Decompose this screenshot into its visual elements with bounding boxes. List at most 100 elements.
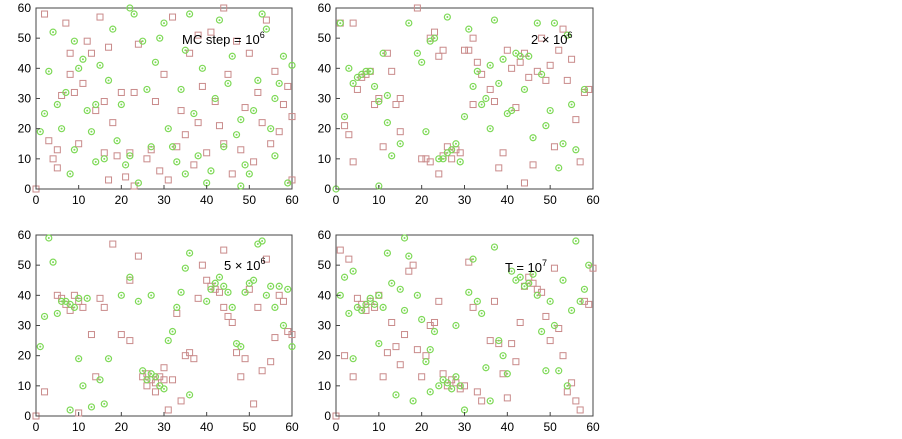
point-circle xyxy=(232,131,241,139)
point-square xyxy=(75,140,83,148)
point-circle xyxy=(478,309,486,318)
point-circle-center xyxy=(463,115,466,118)
point-circle-center xyxy=(442,378,445,381)
point-circle-center xyxy=(273,97,276,100)
point-circle xyxy=(426,346,434,354)
point-square xyxy=(203,149,211,157)
point-circle-center xyxy=(484,97,487,100)
point-square xyxy=(550,264,558,272)
point-square xyxy=(105,43,113,51)
point-circle xyxy=(57,125,66,133)
point-circle-center xyxy=(377,342,380,345)
point-circle-center xyxy=(553,22,556,25)
point-square xyxy=(143,155,151,163)
point-circle xyxy=(349,79,357,88)
point-circle-center xyxy=(437,157,440,160)
point-circle-center xyxy=(167,339,170,342)
point-square xyxy=(435,297,443,305)
point-circle xyxy=(418,58,426,66)
y-tick-label: 10 xyxy=(318,152,332,166)
point-square xyxy=(413,4,421,12)
point-square xyxy=(228,170,236,178)
point-circle-center xyxy=(56,312,59,315)
point-square xyxy=(503,46,511,54)
point-square xyxy=(190,355,198,363)
point-circle xyxy=(383,249,391,257)
y-tick-label: 0 xyxy=(24,409,31,423)
point-circle xyxy=(413,291,421,299)
point-square xyxy=(160,364,168,372)
point-circle-center xyxy=(467,28,470,31)
y-tick-label: 30 xyxy=(318,319,332,333)
point-circle-center xyxy=(107,79,110,82)
point-circle-center xyxy=(364,70,367,73)
point-circle xyxy=(473,67,481,75)
x-tick-label: 0 xyxy=(333,420,340,434)
point-circle-center xyxy=(412,399,415,402)
point-circle xyxy=(379,303,387,311)
point-circle xyxy=(92,158,100,166)
point-circle xyxy=(452,321,460,330)
point-circle xyxy=(418,315,426,324)
point-circle xyxy=(92,100,100,109)
point-circle xyxy=(422,128,430,136)
point-circle-center xyxy=(566,34,569,37)
point-circle-center xyxy=(472,258,475,261)
point-circle-center xyxy=(459,384,462,387)
point-square xyxy=(237,373,245,381)
point-circle-center xyxy=(360,73,363,76)
point-square xyxy=(169,13,177,21)
point-circle-center xyxy=(510,109,513,112)
point-circle xyxy=(567,306,576,315)
point-circle-center xyxy=(47,70,50,73)
point-circle xyxy=(546,297,554,305)
point-circle xyxy=(388,152,396,160)
point-circle xyxy=(164,336,172,345)
point-circle xyxy=(279,52,288,60)
point-circle-center xyxy=(377,100,380,103)
point-square xyxy=(401,331,409,339)
point-circle xyxy=(258,237,266,245)
point-square xyxy=(486,85,494,93)
point-circle xyxy=(147,291,155,299)
point-circle xyxy=(288,61,296,69)
point-circle xyxy=(126,152,134,160)
point-circle xyxy=(482,94,490,103)
point-circle-center xyxy=(192,112,195,115)
point-square xyxy=(383,49,391,57)
point-circle xyxy=(168,327,177,336)
point-square xyxy=(469,303,477,311)
y-tick-label: 50 xyxy=(18,258,32,272)
scatter-panel-top-right: 0 10 20 30 40 50 60 0 10 20 30 40 50 60 2 × 106 xyxy=(318,1,600,207)
point-circle xyxy=(220,282,228,290)
point-square xyxy=(456,149,464,157)
point-square xyxy=(45,137,53,145)
point-circle xyxy=(198,64,206,72)
point-circle-center xyxy=(218,19,221,22)
point-circle xyxy=(203,297,211,305)
point-circle-center xyxy=(446,16,449,19)
point-circle xyxy=(495,79,503,88)
point-circle-center xyxy=(111,28,114,31)
point-circle xyxy=(151,373,160,381)
point-circle xyxy=(486,125,494,133)
point-circle-center xyxy=(73,306,76,309)
point-circle xyxy=(375,291,383,299)
point-circle xyxy=(126,4,134,12)
point-square xyxy=(177,107,185,115)
point-circle-center xyxy=(532,273,535,276)
point-square xyxy=(267,358,275,366)
point-circle xyxy=(245,170,253,178)
point-circle-center xyxy=(484,366,487,369)
point-square xyxy=(173,143,181,151)
point-circle-center xyxy=(489,64,492,67)
point-square xyxy=(224,70,232,78)
point-circle xyxy=(228,52,236,60)
point-circle xyxy=(160,385,168,393)
point-circle xyxy=(36,343,44,351)
point-circle-center xyxy=(209,169,212,172)
point-circle-center xyxy=(158,384,161,387)
point-circle-center xyxy=(197,154,200,157)
point-square xyxy=(258,119,266,127)
point-circle-center xyxy=(77,67,80,70)
